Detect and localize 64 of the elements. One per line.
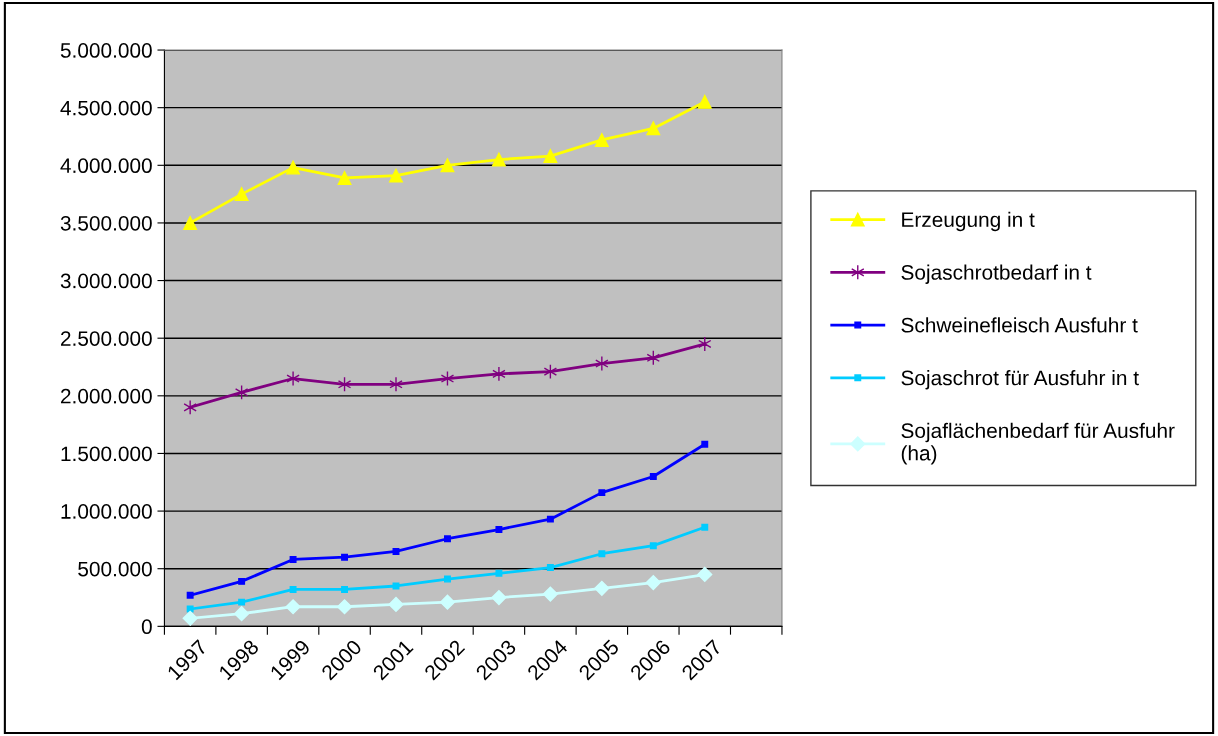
- point: [440, 158, 455, 173]
- point: [443, 575, 451, 583]
- y-tick-label: 500.000: [78, 561, 152, 577]
- point: [594, 133, 609, 147]
- legend-label: Sojaschrot für Ausfuhr in t: [901, 370, 1139, 390]
- y-tick-label: 3.500.000: [60, 215, 152, 231]
- point: [649, 542, 657, 550]
- point: [491, 589, 507, 606]
- legend-label: Sojaschrotbedarf in t: [901, 264, 1092, 284]
- point: [598, 550, 606, 558]
- point: [542, 586, 558, 602]
- point: [646, 121, 661, 136]
- point: [183, 215, 198, 230]
- point: [543, 149, 558, 164]
- point: [546, 564, 554, 572]
- y-tick-label: 0: [141, 619, 152, 635]
- point: [186, 605, 194, 613]
- y-tick-label: 4.000.000: [60, 158, 152, 174]
- point: [186, 591, 194, 599]
- point: [645, 574, 661, 591]
- point: [701, 523, 709, 531]
- point: [234, 606, 250, 622]
- point: [701, 440, 709, 448]
- legend-label: Sojaflächenbedarf für Ausfuhr (ha): [901, 422, 1175, 465]
- y-tick-label: 5.000.000: [60, 43, 152, 58]
- point: [697, 566, 713, 583]
- point: [491, 152, 506, 167]
- point: [697, 94, 712, 109]
- point: [388, 596, 404, 613]
- point: [182, 610, 198, 626]
- point: [238, 577, 246, 585]
- point: [389, 168, 403, 183]
- point: [495, 526, 503, 533]
- y-tick-label: 1.000.000: [61, 504, 152, 519]
- point: [286, 160, 301, 175]
- point: [341, 585, 349, 593]
- point: [336, 599, 353, 615]
- y-tick-label: 2.500.000: [61, 331, 152, 346]
- point: [285, 599, 301, 615]
- point: [594, 580, 610, 596]
- y-tick-label: 1.500.000: [61, 446, 152, 462]
- point: [289, 556, 297, 563]
- point: [595, 355, 609, 372]
- legend-label: Schweinefleisch Ausfuhr t: [901, 317, 1138, 333]
- point: [238, 598, 246, 606]
- point: [234, 187, 249, 202]
- point: [389, 376, 403, 392]
- point: [289, 585, 297, 593]
- point: [598, 489, 606, 497]
- point: [392, 547, 400, 555]
- point: [649, 473, 657, 480]
- point: [439, 594, 456, 610]
- point: [286, 370, 300, 387]
- legend-label: Erzeugung in t: [902, 211, 1035, 232]
- point: [337, 171, 352, 185]
- point: [492, 366, 506, 382]
- point: [495, 569, 503, 577]
- y-tick-label: 4.500.000: [60, 100, 152, 116]
- y-tick-label: 3.000.000: [60, 273, 152, 289]
- y-tick-label: 2.000.000: [61, 388, 152, 404]
- point: [546, 515, 554, 523]
- point: [341, 553, 349, 561]
- point: [443, 535, 451, 543]
- point: [183, 399, 197, 415]
